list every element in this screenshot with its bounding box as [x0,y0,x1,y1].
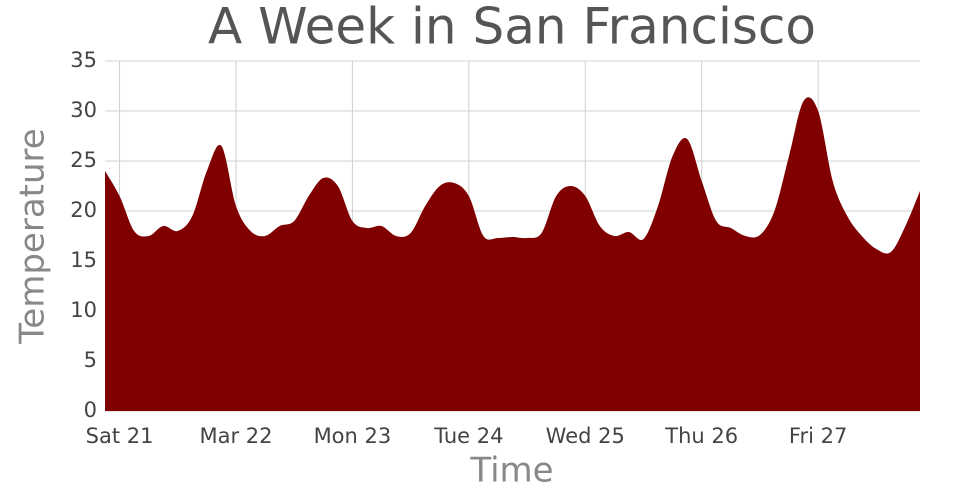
x-tick-label: Tue 24 [433,424,503,448]
area [105,97,920,411]
x-axis-title: Time [469,451,553,491]
y-tick-label: 10 [70,298,97,322]
y-tick-label: 0 [84,398,97,422]
x-tick-label: Mar 22 [199,424,272,448]
x-tick-label: Thu 26 [664,424,738,448]
y-tick-label: 25 [70,148,97,172]
y-tick-label: 20 [70,198,97,222]
y-tick-label: 5 [84,348,97,372]
x-tick-label: Fri 27 [789,424,847,448]
y-axis-title: Temperature [13,128,53,344]
x-tick-label: Wed 25 [546,424,625,448]
x-tick-label: Mon 23 [314,424,392,448]
x-tick-label: Sat 21 [86,424,154,448]
chart-title: A Week in San Francisco [208,0,816,56]
y-tick-label: 15 [70,248,97,272]
y-tick-label: 30 [70,98,97,122]
y-tick-label: 35 [70,48,97,72]
